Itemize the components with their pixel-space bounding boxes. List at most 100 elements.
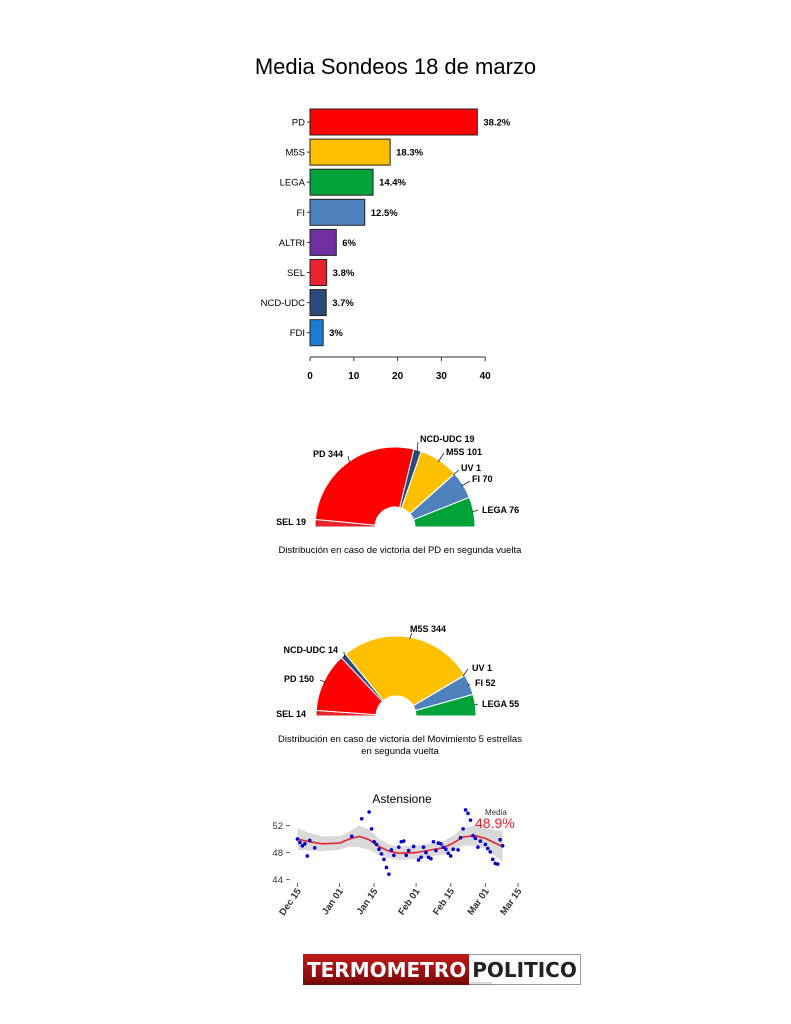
data-point (500, 844, 505, 848)
x-tick-label: 20 (392, 371, 404, 382)
data-point (490, 857, 495, 862)
leader-line (461, 480, 471, 487)
slice-label: M5S 344 (410, 624, 446, 634)
data-point (396, 845, 401, 849)
logo-right-text: POLITICO (469, 954, 581, 985)
data-point (439, 841, 443, 846)
data-point (404, 853, 409, 858)
smooth-line (297, 834, 503, 855)
slice-label: LEGA 55 (482, 699, 519, 709)
data-point (372, 839, 376, 844)
slice-label: PD 344 (313, 449, 343, 459)
leader-line (416, 441, 419, 453)
data-point (451, 847, 455, 851)
leader-line (467, 683, 471, 686)
x-tick-label: Jan 15 (355, 886, 381, 917)
bar-value-label: 18.3% (396, 148, 423, 159)
data-point (300, 844, 305, 848)
page-title: Media Sondeos 18 de marzo (254, 54, 537, 79)
slice-label: UV 1 (461, 463, 481, 473)
data-point (471, 833, 475, 838)
logo-shadow (305, 982, 492, 986)
leader-line (473, 703, 479, 706)
data-point (473, 836, 478, 841)
data-point (461, 827, 465, 831)
data-point (298, 840, 302, 845)
leader-line (452, 469, 460, 476)
bar-value-label: 14.4% (379, 178, 406, 189)
slice-label: NCD-UDC 19 (420, 434, 475, 444)
x-tick-label: Feb 15 (431, 886, 458, 918)
data-point (488, 850, 493, 854)
bar-category-label: FI (297, 208, 305, 219)
data-point (468, 818, 473, 822)
bar-chart: PD 38.2% M5S 18.3% LEGA 14.4% FI 12.5% ALTRI 6% SE… (261, 108, 511, 382)
data-point (434, 848, 438, 853)
slice-label: SEL 19 (276, 517, 306, 527)
data-point (429, 856, 433, 861)
data-point (463, 808, 468, 812)
x-tick-label: Mar 15 (498, 886, 525, 918)
data-point (441, 845, 446, 849)
bar-category-label: M5S (285, 148, 305, 159)
x-tick-label: Jan 01 (320, 886, 346, 917)
data-point (374, 842, 379, 847)
bar-value-label: 6% (342, 238, 356, 249)
bar-value-label: 3.8% (333, 268, 355, 279)
data-point (406, 848, 411, 853)
data-point (446, 851, 451, 856)
bar-category-label: LEGA (280, 178, 306, 189)
slice-label: NCD-UDC 14 (283, 645, 338, 655)
slice-label: FI 52 (475, 678, 496, 688)
data-point (466, 811, 470, 816)
bar-category-label: FDI (290, 328, 305, 339)
annotation-value: 48.9% (475, 815, 515, 831)
caption-line: Distribución en caso de victoria del Mov… (278, 734, 522, 745)
slice-label: LEGA 76 (482, 505, 519, 515)
data-point (305, 854, 310, 858)
data-point (369, 827, 374, 831)
data-point (416, 858, 421, 862)
leader-line (343, 651, 346, 658)
leader-line (319, 679, 326, 683)
bar-value-label: 3% (329, 328, 343, 339)
leader-line (471, 509, 479, 513)
slice-label: PD 150 (284, 674, 314, 684)
bar-category-label: ALTRI (279, 238, 305, 249)
seat-chart-pd-caption: Distribución en caso de victoria del PD … (278, 545, 522, 556)
bar-category-label: SEL (287, 268, 305, 279)
data-point (384, 865, 389, 870)
bar (309, 138, 391, 166)
data-point (387, 872, 391, 877)
slice-label: UV 1 (472, 663, 492, 673)
logo-left-text: TERMOMETRO (303, 954, 470, 985)
data-point (458, 835, 463, 840)
leader-line (437, 452, 445, 463)
scatter-title: Astensione (372, 792, 432, 806)
data-point (367, 810, 371, 814)
data-point (307, 838, 312, 843)
data-point (431, 839, 436, 844)
caption-line: en segunda vuelta (361, 746, 439, 757)
slice-pd (314, 446, 415, 526)
data-point (476, 845, 480, 849)
data-point (456, 848, 460, 852)
leader-line (462, 668, 469, 677)
data-point (377, 847, 381, 851)
bar-value-label: 12.5% (371, 208, 398, 219)
x-tick-label: 0 (307, 371, 313, 382)
bar-category-label: PD (292, 118, 305, 129)
y-tick-label: 48 (272, 848, 283, 859)
bar-value-label: 3.7% (332, 298, 354, 309)
seat-chart-m5s-caption: Distribución en caso de victoria del Mov… (0, 734, 791, 758)
data-point (486, 846, 490, 851)
data-point (401, 839, 406, 843)
y-tick-label: 44 (272, 875, 283, 886)
leader-line (347, 455, 351, 464)
seat-chart-m5s: SEL 14 PD 150 NCD-UDC 14 M5S 344 UV 1 FI 52 LE… (276, 624, 519, 719)
data-point (295, 837, 300, 841)
data-point (359, 816, 364, 821)
slice-lega (412, 496, 476, 528)
bar-category-label: NCD-UDC (261, 298, 305, 309)
